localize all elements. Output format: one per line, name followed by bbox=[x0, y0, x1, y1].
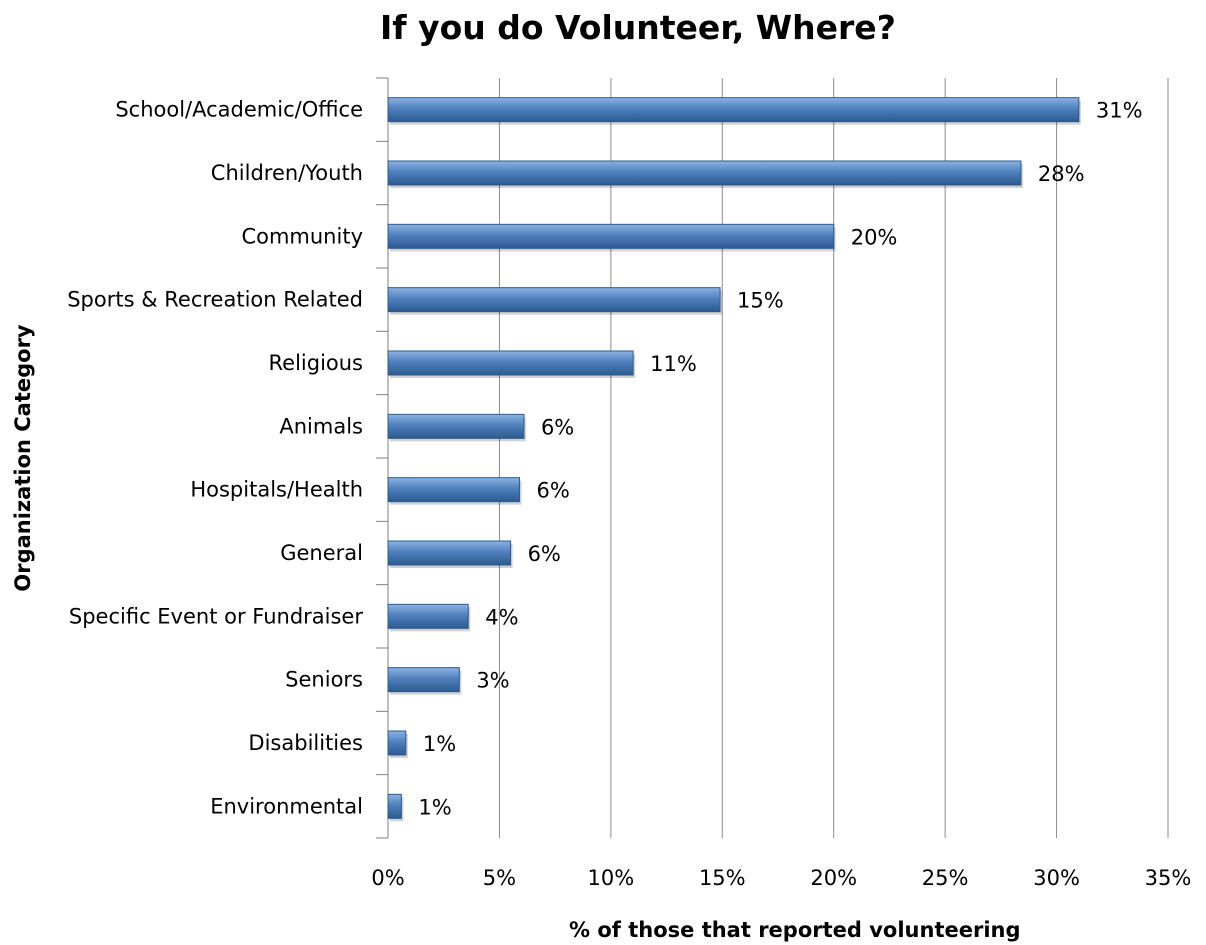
x-axis-label: % of those that reported volunteering bbox=[569, 918, 1021, 942]
data-label: 6% bbox=[541, 415, 574, 439]
chart-title: If you do Volunteer, Where? bbox=[380, 8, 896, 47]
category-label: Animals bbox=[279, 414, 363, 438]
category-label: Sports & Recreation Related bbox=[67, 288, 363, 312]
bar bbox=[387, 160, 1022, 186]
data-label: 1% bbox=[418, 795, 451, 819]
data-label: 20% bbox=[851, 225, 898, 249]
data-label: 4% bbox=[485, 605, 518, 629]
x-tick-label: 0% bbox=[371, 866, 404, 890]
data-label: 11% bbox=[650, 352, 697, 376]
category-label: Community bbox=[241, 224, 363, 248]
bar bbox=[387, 667, 460, 693]
bar bbox=[387, 350, 634, 376]
bar bbox=[387, 730, 407, 756]
bar bbox=[387, 540, 512, 566]
bar bbox=[387, 223, 835, 249]
bar bbox=[387, 287, 721, 313]
data-label: 6% bbox=[528, 542, 561, 566]
x-tick-label: 30% bbox=[1033, 866, 1080, 890]
x-tick-label: 25% bbox=[922, 866, 969, 890]
y-axis-label: Organization Category bbox=[11, 324, 35, 592]
bar bbox=[387, 793, 402, 819]
bar bbox=[387, 477, 520, 503]
bar bbox=[387, 603, 469, 629]
category-label: Children/Youth bbox=[211, 161, 363, 185]
bar bbox=[387, 97, 1080, 123]
category-label: Religious bbox=[269, 351, 364, 375]
x-tick-label: 35% bbox=[1145, 866, 1192, 890]
data-label: 28% bbox=[1038, 162, 1085, 186]
bar bbox=[387, 413, 525, 439]
category-label: Specific Event or Fundraiser bbox=[69, 604, 363, 628]
data-label: 15% bbox=[737, 289, 784, 313]
category-label: School/Academic/Office bbox=[115, 98, 363, 122]
category-label: Hospitals/Health bbox=[190, 478, 363, 502]
category-label: General bbox=[280, 541, 363, 565]
x-tick-label: 15% bbox=[699, 866, 746, 890]
category-label: Disabilities bbox=[248, 731, 363, 755]
x-tick-label: 10% bbox=[588, 866, 635, 890]
category-label: Seniors bbox=[285, 668, 363, 692]
data-label: 31% bbox=[1096, 99, 1143, 123]
data-label: 1% bbox=[423, 732, 456, 756]
data-label: 6% bbox=[536, 479, 569, 503]
x-tick-label: 20% bbox=[810, 866, 857, 890]
category-label: Environmental bbox=[210, 794, 363, 818]
x-tick-label: 5% bbox=[483, 866, 516, 890]
data-label: 3% bbox=[476, 669, 509, 693]
